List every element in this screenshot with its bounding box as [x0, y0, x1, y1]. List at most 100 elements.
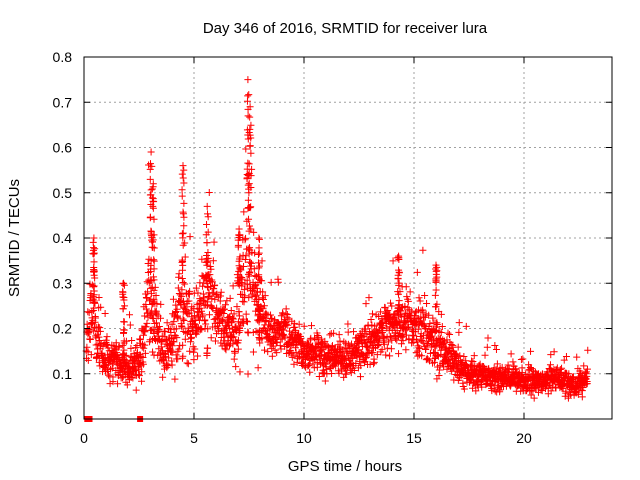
data-point — [83, 343, 91, 351]
data-point — [208, 295, 216, 303]
data-point — [219, 317, 227, 325]
data-point — [403, 324, 411, 332]
data-point — [580, 362, 588, 370]
data-point — [322, 365, 330, 373]
data-point — [431, 291, 439, 299]
data-point — [153, 319, 161, 327]
data-point — [88, 281, 96, 289]
data-point — [394, 290, 402, 298]
data-point — [207, 334, 215, 342]
data-point — [164, 324, 172, 332]
data-point — [526, 364, 534, 372]
data-point — [241, 255, 249, 263]
data-point — [163, 319, 171, 327]
data-point — [162, 353, 170, 361]
data-point — [460, 385, 468, 393]
data-point — [141, 341, 149, 349]
data-point — [401, 309, 409, 317]
data-point — [380, 340, 388, 348]
data-point — [315, 372, 323, 380]
data-point — [429, 314, 437, 322]
data-point — [221, 301, 229, 309]
data-point — [550, 348, 558, 356]
data-point — [413, 338, 421, 346]
data-point — [179, 174, 187, 182]
data-point — [213, 290, 221, 298]
data-point — [371, 322, 379, 330]
data-point — [146, 297, 154, 305]
data-point — [219, 330, 227, 338]
data-point — [157, 314, 165, 322]
data-point — [125, 360, 133, 368]
data-point — [249, 348, 257, 356]
data-point — [244, 76, 252, 84]
data-point — [560, 356, 568, 364]
data-point — [336, 337, 344, 345]
data-point — [460, 353, 468, 361]
data-point — [235, 262, 243, 270]
data-point — [103, 333, 111, 341]
data-point — [178, 292, 186, 300]
data-point — [192, 284, 200, 292]
data-point — [234, 336, 242, 344]
data-point — [335, 331, 343, 339]
data-point — [247, 149, 255, 157]
data-point — [277, 312, 285, 320]
data-point — [127, 344, 135, 352]
y-axis-label: SRMTID / TECUs — [6, 179, 23, 297]
data-point — [201, 316, 209, 324]
data-point — [449, 341, 457, 349]
data-point — [225, 342, 233, 350]
data-point — [149, 180, 157, 188]
data-point — [264, 348, 272, 356]
data-point — [202, 320, 210, 328]
data-point — [142, 301, 150, 309]
data-point — [92, 334, 100, 342]
data-point — [204, 325, 212, 333]
data-point — [138, 368, 146, 376]
chart-title: Day 346 of 2016, SRMTID for receiver lur… — [203, 20, 488, 37]
data-point — [139, 360, 147, 368]
data-point — [404, 297, 412, 305]
data-point — [491, 341, 499, 349]
data-point — [126, 311, 134, 319]
y-tick-labels: 0 0.1 0.2 0.3 0.4 0.5 0.6 0.7 0.8 — [53, 49, 73, 427]
data-point — [282, 305, 290, 313]
data-point — [147, 295, 155, 303]
data-point — [180, 179, 188, 187]
data-point — [245, 294, 253, 302]
data-point — [234, 243, 242, 251]
data-point — [150, 198, 158, 206]
data-point — [217, 288, 225, 296]
data-point — [416, 345, 424, 353]
data-point — [126, 321, 134, 329]
data-point — [178, 323, 186, 331]
data-point — [250, 228, 258, 236]
data-point — [395, 266, 403, 274]
data-point — [153, 300, 161, 308]
data-point — [160, 357, 168, 365]
data-point — [119, 305, 127, 313]
data-point — [95, 294, 103, 302]
data-point — [243, 318, 251, 326]
data-point — [150, 329, 158, 337]
data-point — [247, 184, 255, 192]
data-point — [199, 312, 207, 320]
data-point — [462, 362, 470, 370]
data-point — [244, 112, 252, 120]
data-point — [240, 208, 248, 216]
data-point — [240, 286, 248, 294]
data-point — [416, 297, 424, 305]
data-point — [204, 213, 212, 221]
data-point — [180, 316, 188, 324]
data-point — [305, 361, 313, 369]
data-point — [178, 286, 186, 294]
data-point — [123, 381, 131, 389]
data-point — [230, 333, 238, 341]
data-point — [395, 350, 403, 358]
data-point — [431, 303, 439, 311]
data-point — [191, 345, 199, 353]
data-point — [286, 346, 294, 354]
data-point — [231, 349, 239, 357]
